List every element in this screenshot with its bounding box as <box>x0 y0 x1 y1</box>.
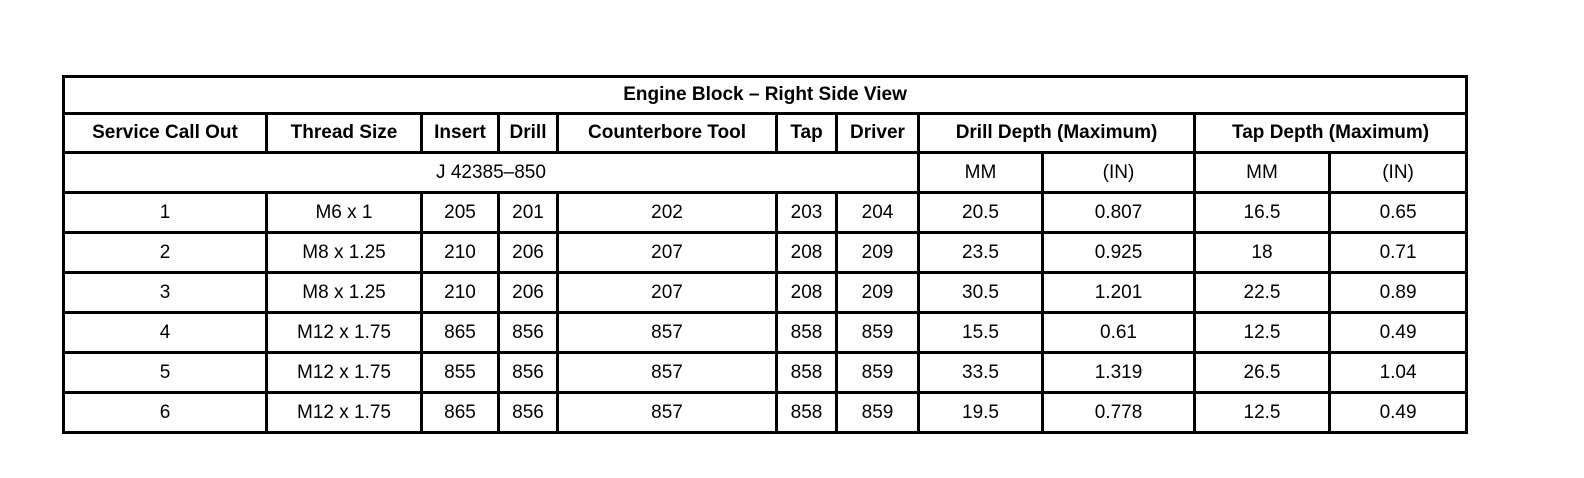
cell-thread-size: M8 x 1.25 <box>265 271 423 314</box>
cell-service-call-out: 4 <box>62 311 268 354</box>
cell-drill-depth-in: 0.807 <box>1041 191 1196 234</box>
cell-counterbore-tool: 857 <box>556 311 778 354</box>
engine-block-spec-table: Engine Block – Right Side View Service C… <box>61 75 1469 434</box>
cell-thread-size: M12 x 1.75 <box>265 311 423 354</box>
cell-tap-depth-in: 0.49 <box>1327 311 1469 354</box>
header-thread-size: Thread Size <box>265 112 423 154</box>
cell-driver: 209 <box>835 271 920 314</box>
cell-drill-depth-mm: 33.5 <box>917 351 1044 394</box>
cell-tap-depth-in: 0.71 <box>1327 231 1469 274</box>
header-tap-depth: Tap Depth (Maximum) <box>1192 112 1469 154</box>
cell-drill-depth-mm: 30.5 <box>917 271 1044 314</box>
cell-drill-depth-in: 1.319 <box>1041 351 1196 394</box>
cell-tap-depth-in: 0.49 <box>1327 391 1469 434</box>
cell-service-call-out: 2 <box>62 231 268 274</box>
kit-number: J 42385–850 <box>62 151 920 194</box>
unit-drill-in: (IN) <box>1041 151 1196 194</box>
cell-thread-size: M12 x 1.75 <box>265 391 423 434</box>
cell-service-call-out: 3 <box>62 271 268 314</box>
cell-tap-depth-in: 0.89 <box>1327 271 1469 314</box>
cell-insert: 210 <box>420 271 500 314</box>
cell-drill-depth-in: 0.925 <box>1041 231 1196 274</box>
unit-tap-in: (IN) <box>1327 151 1469 194</box>
cell-insert: 210 <box>420 231 500 274</box>
cell-drill: 201 <box>497 191 559 234</box>
table-row: 6 M12 x 1.75 865 856 857 858 859 19.5 0.778 12.5 0… <box>62 391 1469 434</box>
unit-drill-mm: MM <box>917 151 1044 194</box>
cell-tap-depth-in: 1.04 <box>1327 351 1469 394</box>
cell-tap: 858 <box>775 351 838 394</box>
cell-tap: 858 <box>775 311 838 354</box>
cell-insert: 205 <box>420 191 500 234</box>
table-row: 2 M8 x 1.25 210 206 207 208 209 23.5 0.925 18 0.71 <box>62 231 1469 274</box>
cell-thread-size: M12 x 1.75 <box>265 351 423 394</box>
cell-drill: 856 <box>497 391 559 434</box>
cell-drill: 856 <box>497 311 559 354</box>
cell-counterbore-tool: 857 <box>556 391 778 434</box>
cell-drill: 206 <box>497 231 559 274</box>
table-row: 4 M12 x 1.75 865 856 857 858 859 15.5 0.61 12.5 0.… <box>62 311 1469 354</box>
cell-driver: 209 <box>835 231 920 274</box>
cell-counterbore-tool: 202 <box>556 191 778 234</box>
header-tap: Tap <box>775 112 838 154</box>
cell-insert: 865 <box>420 311 500 354</box>
cell-counterbore-tool: 207 <box>556 271 778 314</box>
cell-insert: 865 <box>420 391 500 434</box>
cell-drill-depth-mm: 15.5 <box>917 311 1044 354</box>
cell-drill-depth-mm: 19.5 <box>917 391 1044 434</box>
cell-driver: 204 <box>835 191 920 234</box>
cell-tap: 208 <box>775 271 838 314</box>
cell-drill-depth-in: 1.201 <box>1041 271 1196 314</box>
cell-service-call-out: 1 <box>62 191 268 234</box>
cell-tap-depth-mm: 16.5 <box>1193 191 1331 234</box>
cell-insert: 855 <box>420 351 500 394</box>
cell-service-call-out: 6 <box>62 391 268 434</box>
cell-counterbore-tool: 207 <box>556 231 778 274</box>
cell-thread-size: M6 x 1 <box>265 191 423 234</box>
cell-drill-depth-in: 0.61 <box>1041 311 1196 354</box>
cell-driver: 859 <box>835 311 920 354</box>
cell-service-call-out: 5 <box>62 351 268 394</box>
table-row: 1 M6 x 1 205 201 202 203 204 20.5 0.807 16.5 0.65 <box>62 191 1469 234</box>
cell-tap-depth-mm: 12.5 <box>1193 391 1331 434</box>
header-driver: Driver <box>835 112 920 154</box>
cell-tap: 203 <box>775 191 838 234</box>
cell-tap-depth-mm: 18 <box>1193 231 1331 274</box>
cell-tap: 858 <box>775 391 838 434</box>
cell-tap-depth-mm: 12.5 <box>1193 311 1331 354</box>
kit-units-row: J 42385–850 MM (IN) MM (IN) <box>62 151 1469 194</box>
header-drill-depth: Drill Depth (Maximum) <box>917 112 1196 154</box>
cell-thread-size: M8 x 1.25 <box>265 231 423 274</box>
cell-tap-depth-mm: 22.5 <box>1193 271 1331 314</box>
header-insert: Insert <box>420 112 500 154</box>
table-title: Engine Block – Right Side View <box>61 75 1469 115</box>
cell-drill: 206 <box>497 271 559 314</box>
header-row: Service Call Out Thread Size Insert Dril… <box>62 112 1469 154</box>
cell-drill: 856 <box>497 351 559 394</box>
header-counterbore-tool: Counterbore Tool <box>556 112 778 154</box>
cell-tap-depth-mm: 26.5 <box>1193 351 1331 394</box>
header-drill: Drill <box>497 112 559 154</box>
table-row: 3 M8 x 1.25 210 206 207 208 209 30.5 1.201 22.5 0.… <box>62 271 1469 314</box>
cell-drill-depth-in: 0.778 <box>1041 391 1196 434</box>
cell-counterbore-tool: 857 <box>556 351 778 394</box>
unit-tap-mm: MM <box>1193 151 1331 194</box>
cell-drill-depth-mm: 20.5 <box>917 191 1044 234</box>
cell-driver: 859 <box>835 351 920 394</box>
table-row: 5 M12 x 1.75 855 856 857 858 859 33.5 1.319 26.5 1… <box>62 351 1469 394</box>
header-service-call-out: Service Call Out <box>62 112 268 154</box>
cell-drill-depth-mm: 23.5 <box>917 231 1044 274</box>
cell-driver: 859 <box>835 391 920 434</box>
cell-tap: 208 <box>775 231 838 274</box>
cell-tap-depth-in: 0.65 <box>1327 191 1469 234</box>
